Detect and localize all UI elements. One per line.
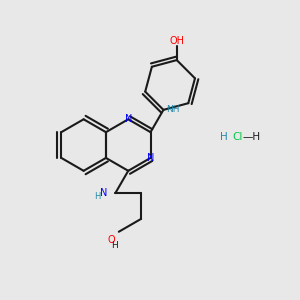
Text: H: H	[112, 241, 118, 250]
Text: O: O	[107, 235, 115, 245]
Text: N: N	[100, 188, 107, 198]
Text: OH: OH	[169, 36, 184, 46]
Text: NH: NH	[167, 105, 180, 114]
Text: N: N	[147, 153, 154, 163]
Text: Cl: Cl	[232, 132, 242, 142]
Text: N: N	[124, 114, 132, 124]
Text: H: H	[94, 192, 101, 201]
Text: H: H	[220, 132, 228, 142]
Text: —H: —H	[243, 132, 261, 142]
